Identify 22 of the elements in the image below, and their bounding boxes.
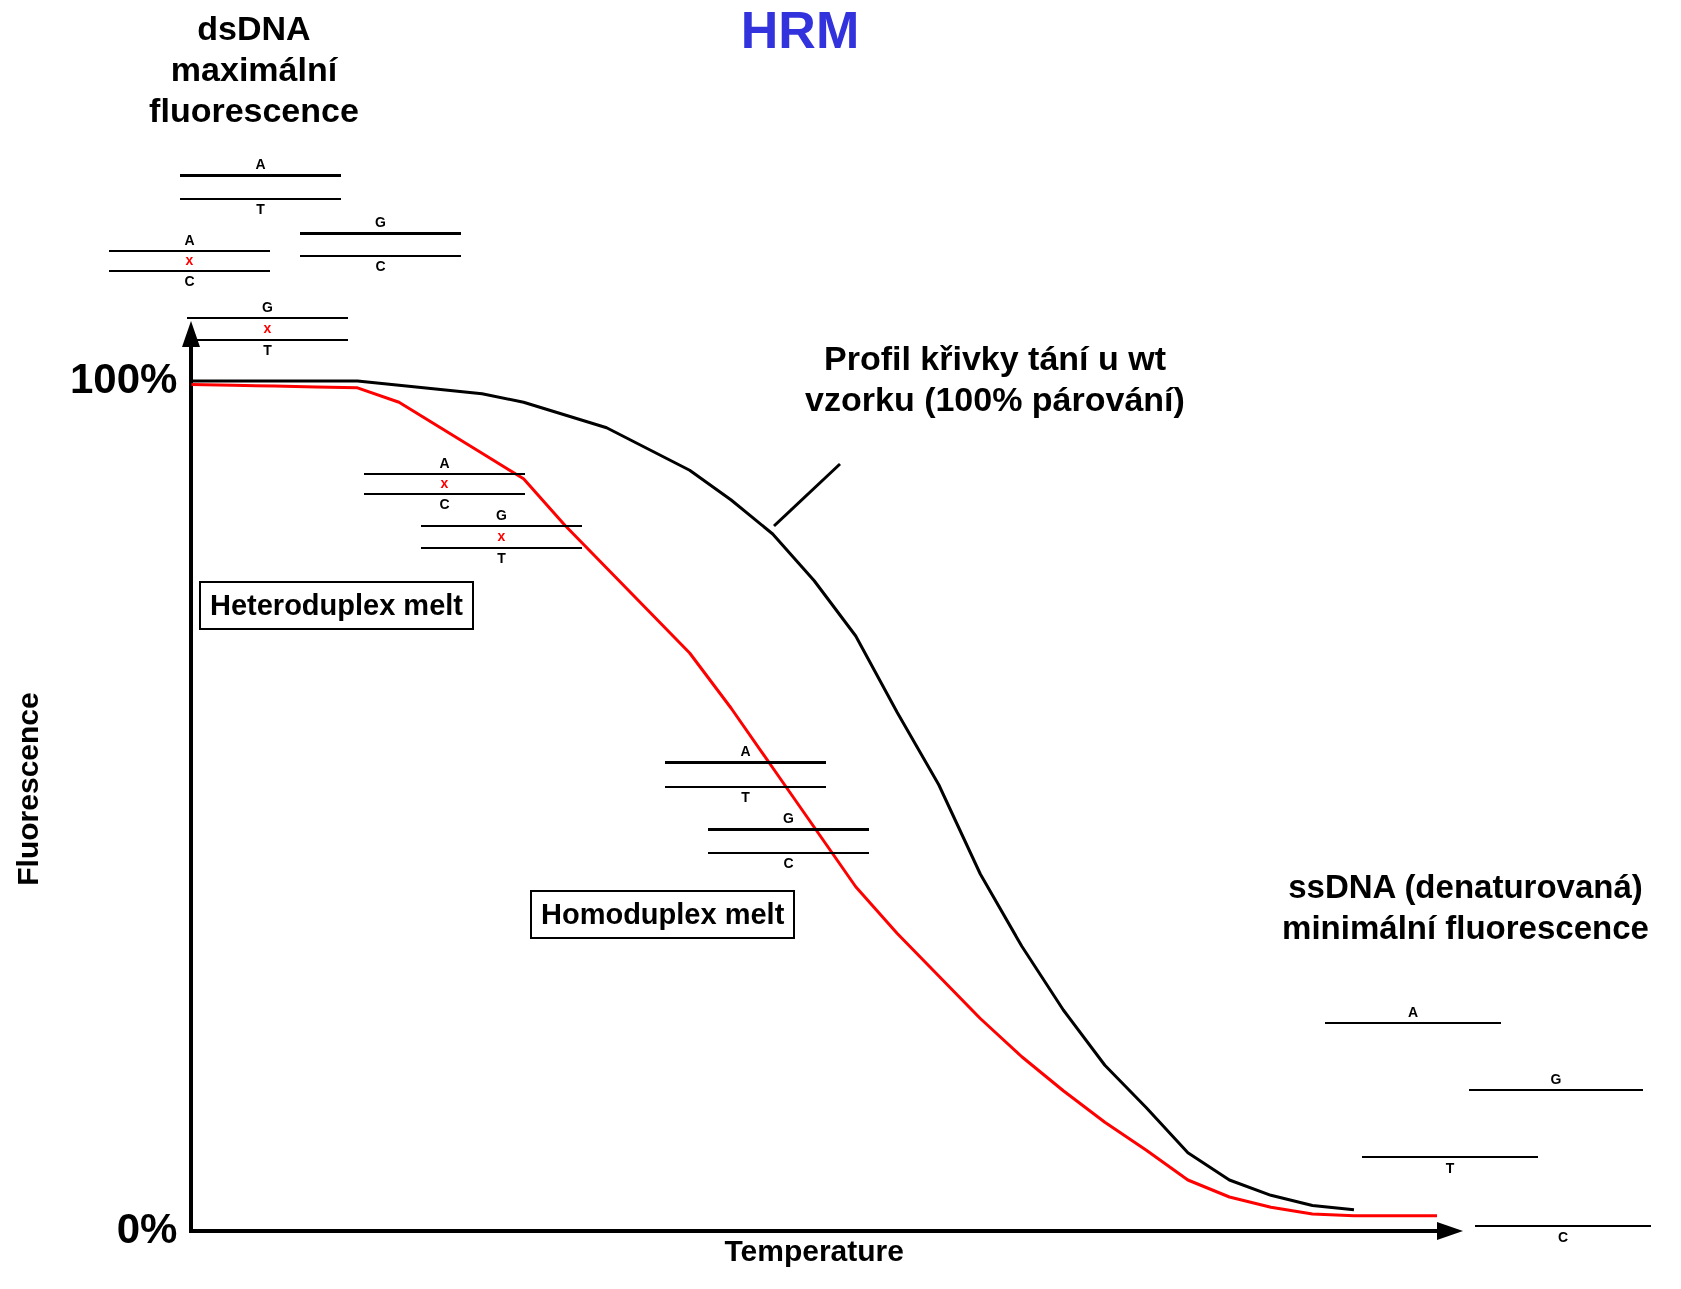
annotation: G <box>495 507 508 523</box>
y-tick-label: 100% <box>70 354 178 402</box>
annotation: ssDNA (denaturovaná) minimální fluorescence <box>1281 867 1650 948</box>
annotation: T <box>496 550 507 566</box>
annotation: T <box>262 342 273 358</box>
y-axis-title: Fluorescence <box>11 692 45 886</box>
x-axis-title: Temperature <box>724 1234 904 1268</box>
annotation: A <box>1406 1004 1420 1020</box>
annotation: T <box>740 789 751 805</box>
annotation: C <box>782 855 795 871</box>
y-tick-label: 0% <box>116 1204 178 1252</box>
annotation: Homoduplex melt <box>530 890 796 939</box>
annotation: Profil křivky tání u wt vzorku (100% párování) <box>804 338 1186 420</box>
chart-title: HRM <box>739 0 861 60</box>
text: dsDNA maximální fluorescence <box>148 8 360 131</box>
annotation: A <box>739 743 752 759</box>
annotation: Heteroduplex melt <box>199 581 474 630</box>
annotation: x <box>496 528 507 544</box>
annotation: A <box>438 455 451 471</box>
annotation: G <box>782 810 795 826</box>
annotation: x <box>439 475 450 491</box>
annotation: C <box>438 496 451 512</box>
